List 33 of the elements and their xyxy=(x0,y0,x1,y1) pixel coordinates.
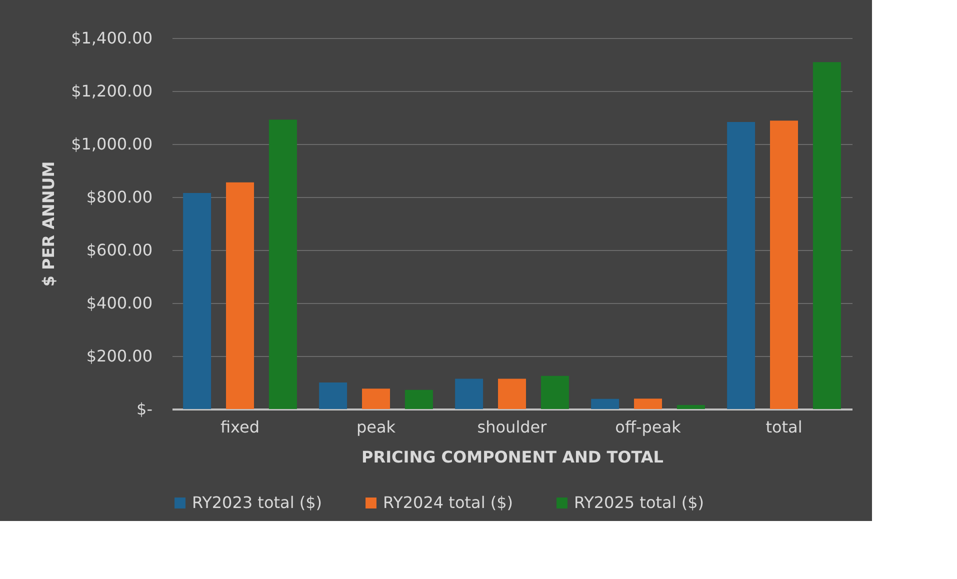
y-axis-title: $ PER ANNUM xyxy=(39,161,58,287)
y-tick-label: $1,400.00 xyxy=(71,28,152,48)
bar xyxy=(812,62,841,409)
bar xyxy=(591,398,620,409)
y-tick-label: $200.00 xyxy=(86,346,152,366)
legend-label: RY2024 total ($) xyxy=(383,493,514,512)
y-tick-label: $- xyxy=(136,400,152,418)
y-tick-label: $400.00 xyxy=(86,294,152,312)
y-tick-label: $600.00 xyxy=(86,240,152,260)
x-tick-label: off-peak xyxy=(615,418,682,436)
bar xyxy=(319,382,348,409)
legend-label: RY2023 total ($) xyxy=(192,493,322,512)
y-tick-label: $1,200.00 xyxy=(71,82,152,100)
bar xyxy=(770,120,798,409)
bar xyxy=(727,122,756,409)
bar xyxy=(183,193,212,409)
legend-label: RY2025 total ($) xyxy=(574,493,704,512)
bar xyxy=(362,388,390,409)
bar xyxy=(455,378,484,409)
bar xyxy=(634,398,662,409)
bar xyxy=(498,378,526,409)
bar xyxy=(404,390,433,409)
bar xyxy=(226,182,254,409)
y-tick-label: $800.00 xyxy=(86,188,152,206)
x-tick-label: total xyxy=(766,418,802,436)
x-tick-label: shoulder xyxy=(477,418,548,436)
bar xyxy=(540,376,569,409)
x-tick-label: peak xyxy=(356,418,396,436)
bar xyxy=(676,405,705,409)
x-tick-label: fixed xyxy=(220,418,260,436)
bar xyxy=(268,120,297,409)
y-tick-label: $1,000.00 xyxy=(71,134,152,154)
x-axis-title: PRICING COMPONENT AND TOTAL xyxy=(362,448,664,466)
